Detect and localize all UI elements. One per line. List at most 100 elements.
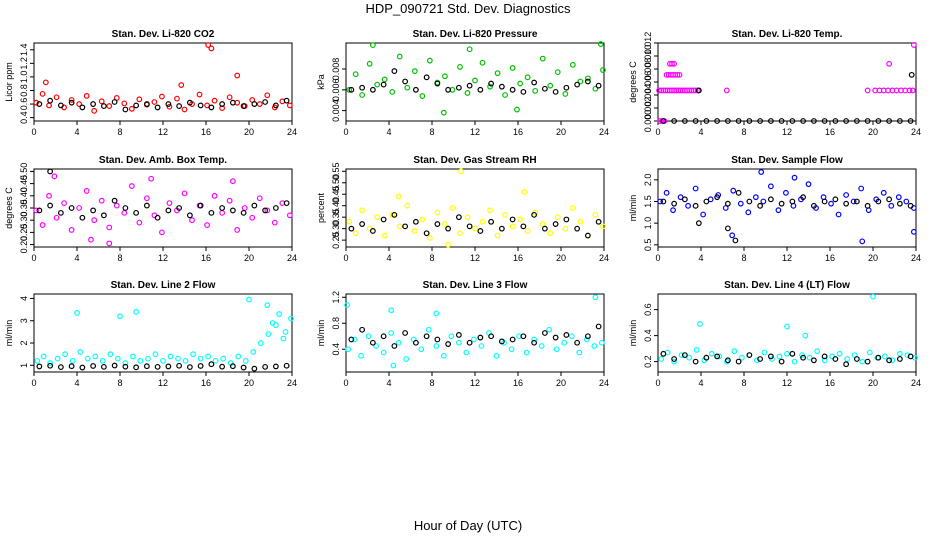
data-point [133,308,140,315]
y-tick-label: 0.012 [643,32,653,55]
data-point [197,102,204,109]
data-point [521,189,528,195]
data-point [380,216,387,223]
y-tick-label: 2.0 [643,174,653,187]
y-tick-label: 2 [19,341,29,346]
data-point [418,346,425,353]
data-point [903,198,910,205]
data-point [909,87,916,94]
x-tick-label: 24 [911,253,921,263]
data-point [283,200,290,207]
data-point [864,87,871,94]
data-point [69,357,76,364]
data-point [226,94,233,101]
y-tick-label: 0.008 [643,58,653,81]
data-point [843,192,850,198]
data-point [344,302,350,308]
y-tick-label: 0.8 [19,84,29,97]
y-tick-label: 0.35 [331,208,341,226]
y-axis-label: degrees C [628,61,638,103]
data-point [423,74,430,81]
data-point [714,353,721,360]
y-tick-label: 0.6 [19,98,29,111]
data-point [853,198,860,205]
data-point [569,61,576,68]
data-point [412,86,419,93]
data-point [434,80,441,87]
data-point [457,64,463,70]
data-point [692,118,699,124]
data-point [178,82,185,88]
x-tick-label: 12 [470,253,480,263]
data-point [708,350,715,357]
data-point [128,105,135,112]
series-primary [33,42,293,114]
data-point [380,333,387,340]
data-point [182,357,189,364]
data-point [836,350,843,357]
y-tick-label: 0.8 [331,317,341,330]
y-tick-label: 0.50 [19,163,29,181]
data-point [434,221,441,227]
data-point [133,102,140,109]
x-tick-label: 16 [513,127,523,137]
data-point [68,363,75,370]
data-point [477,86,484,93]
data-point [574,339,581,346]
data-point [539,221,546,227]
panel-title: Stan. Dev. Line 3 Flow [423,280,528,291]
data-point [219,363,226,370]
data-point [374,81,381,88]
y-tick-label: 0.004 [643,84,653,107]
data-point [502,92,509,98]
data-point [597,41,604,47]
data-point [693,347,700,353]
plot-frame [345,168,605,248]
x-tick-label: 8 [117,127,122,137]
data-point [234,227,241,233]
data-point [896,200,903,207]
x-tick-label: 4 [386,378,391,388]
data-point [802,332,809,339]
x-tick-label: 16 [825,127,835,137]
data-point [908,71,915,78]
data-point [51,173,58,180]
data-point [74,310,80,316]
y-tick-label: 0.4 [19,111,29,124]
data-point [738,354,745,361]
data-point [79,104,86,111]
data-point [692,87,699,94]
data-point [114,355,121,362]
series-overlay [36,361,290,372]
data-point [561,339,568,346]
y-tick-label: 0.20 [19,236,29,254]
data-point [471,336,477,343]
data-point [784,350,790,357]
y-tick-label: 0.50 [331,174,341,192]
data-point [196,91,203,98]
data-point [46,102,52,109]
data-point [886,60,893,67]
y-tick-label: 0.40 [19,187,29,205]
data-point [697,321,703,327]
x-tick-label: 20 [556,253,566,263]
data-point [165,101,172,107]
data-point [466,82,473,89]
data-point [190,351,197,358]
data-point [181,106,188,113]
data-point [789,350,796,357]
data-point [148,175,155,182]
x-tick-label: 12 [782,253,792,263]
data-point [411,68,418,74]
data-point [463,349,470,356]
data-point [716,353,723,360]
data-point [703,354,710,361]
data-point [775,207,782,214]
data-point [256,101,263,107]
series-primary [657,169,917,245]
data-point [479,218,486,225]
x-tick-label: 16 [513,253,523,263]
data-point [90,101,97,107]
x-tick-label: 24 [911,378,921,388]
data-point [524,228,531,234]
